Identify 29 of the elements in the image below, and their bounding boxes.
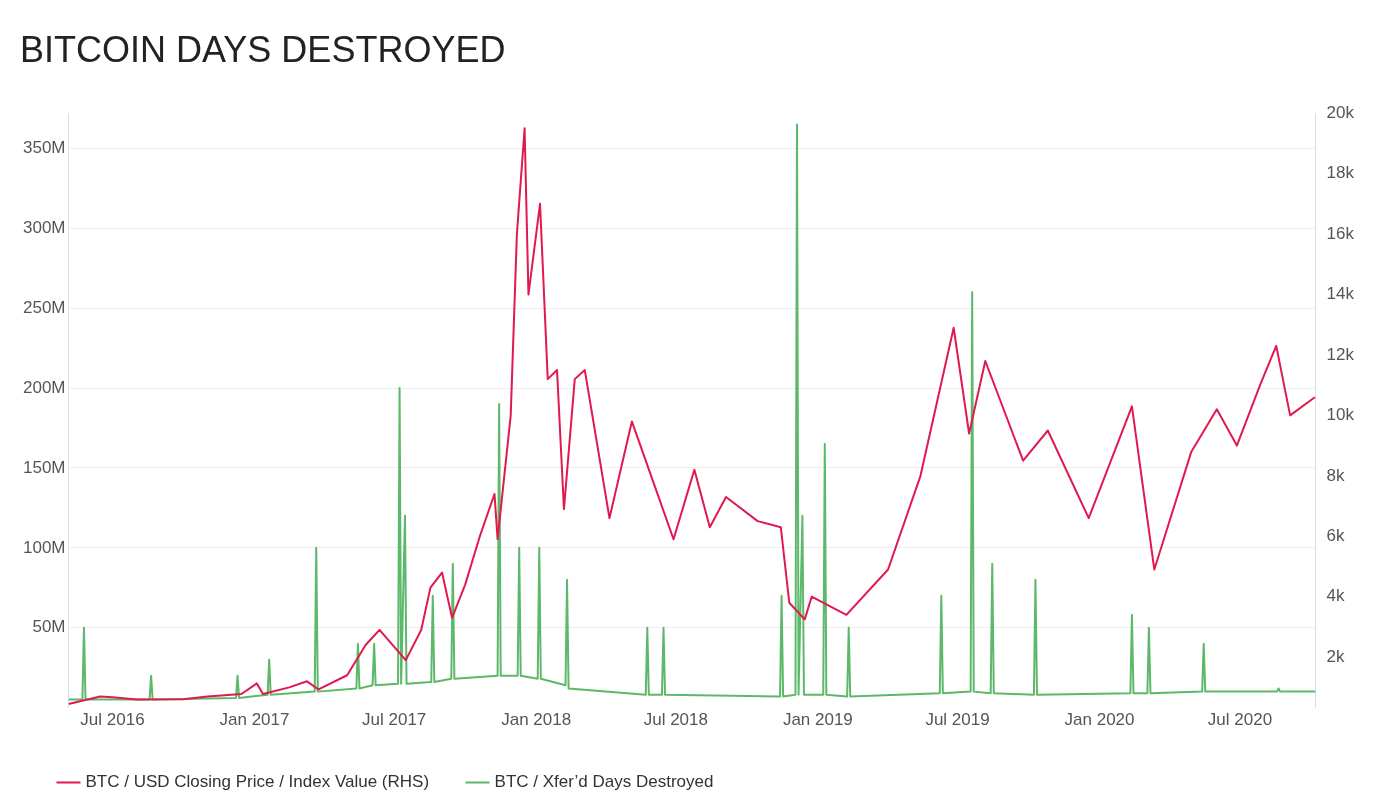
y2-tick-label: 6k (1326, 525, 1346, 545)
y-tick-label: 250M (22, 297, 66, 317)
y2-tick-label: 16k (1326, 223, 1355, 243)
x-tick-label: Jul 2016 (80, 710, 145, 730)
y-tick-label: 300M (22, 217, 66, 237)
y2-tick-label: 14k (1326, 284, 1355, 304)
y2-tick-label: 12k (1326, 344, 1355, 364)
y-tick-label: 100M (22, 537, 66, 557)
y2-tick-label: 4k (1326, 586, 1346, 606)
y2-tick-label: 8k (1326, 465, 1346, 485)
y-tick-label: 350M (22, 138, 66, 158)
x-tick-label: Jan 2018 (501, 710, 572, 730)
chart-title: BITCOIN DAYS DESTROYED (20, 28, 506, 70)
legend-label: BTC / Xfer’d Days Destroyed (494, 772, 714, 792)
x-tick-label: Jul 2017 (362, 710, 427, 730)
x-tick-label: Jul 2018 (643, 710, 708, 730)
x-tick-label: Jul 2019 (925, 710, 990, 730)
legend-label: BTC / USD Closing Price / Index Value (RHS) (85, 772, 430, 792)
x-tick-label: Jan 2017 (219, 710, 290, 730)
y2-tick-label: 10k (1326, 405, 1355, 425)
x-tick-label: Jan 2019 (782, 710, 853, 730)
y2-tick-label: 2k (1326, 646, 1346, 666)
y2-tick-label: 18k (1326, 163, 1355, 183)
y-tick-label: 50M (32, 617, 66, 637)
x-tick-label: Jan 2020 (1064, 710, 1135, 730)
x-tick-label: Jul 2020 (1207, 710, 1273, 730)
y-tick-label: 200M (22, 377, 66, 397)
y2-tick-label: 20k (1326, 102, 1355, 122)
y-tick-label: 150M (22, 457, 66, 477)
